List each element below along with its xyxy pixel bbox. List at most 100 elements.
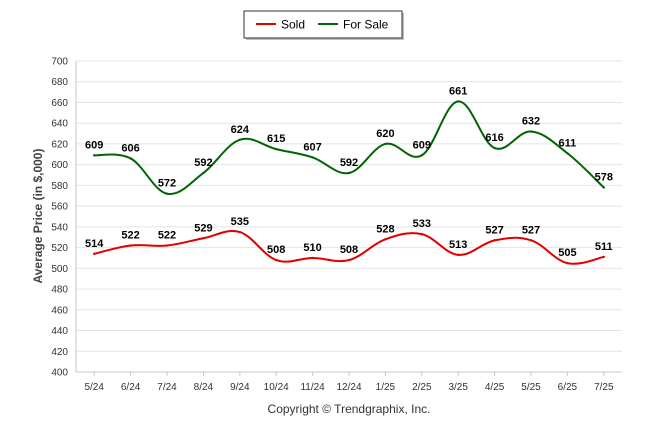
y-tick-label: 600 [51, 160, 68, 171]
plot-area [75, 61, 622, 373]
data-point-for-sale [566, 152, 569, 155]
x-tick-label: 6/25 [558, 382, 578, 393]
data-label-sold: 533 [413, 218, 431, 230]
data-label-sold: 505 [558, 247, 576, 259]
y-tick-label: 400 [51, 368, 68, 379]
grid-lines [76, 60, 622, 373]
x-tick-label: 8/24 [194, 382, 214, 393]
data-label-for-sale: 607 [303, 141, 321, 153]
data-label-for-sale: 578 [595, 171, 613, 183]
y-tick-label: 680 [51, 77, 68, 88]
x-tick-label: 4/25 [485, 382, 505, 393]
data-point-for-sale [347, 171, 351, 175]
data-point-sold [566, 261, 569, 265]
legend: Sold For Sale [243, 10, 404, 40]
data-label-sold: 510 [303, 242, 321, 254]
series-lines [93, 100, 605, 265]
data-point-sold [493, 239, 496, 242]
x-tick-label: 5/24 [84, 382, 104, 393]
data-label-sold: 522 [121, 230, 139, 242]
data-label-sold: 508 [267, 244, 285, 256]
data-label-sold: 527 [485, 224, 503, 236]
y-tick-label: 560 [51, 202, 68, 213]
y-tick-label: 460 [51, 305, 68, 316]
x-tick-label: 2/25 [412, 382, 432, 393]
x-tick-label: 5/25 [521, 382, 541, 393]
x-tick-label: 1/25 [376, 382, 396, 393]
data-point-for-sale [93, 154, 96, 157]
data-label-for-sale: 661 [449, 85, 467, 97]
y-axis-title: Average Price (in $,000) [31, 149, 45, 284]
data-point-for-sale [238, 138, 241, 141]
data-label-for-sale: 592 [194, 157, 212, 169]
x-tick-label: 7/24 [157, 382, 177, 393]
data-label-sold: 508 [340, 244, 358, 256]
data-label-for-sale: 592 [340, 157, 358, 169]
data-label-sold: 528 [376, 223, 394, 235]
data-point-sold [457, 253, 460, 257]
data-point-sold [165, 244, 169, 247]
x-tick-label: 12/24 [336, 382, 361, 393]
y-tick-label: 540 [51, 222, 68, 233]
legend-label-sold: Sold [281, 18, 305, 32]
data-point-sold [602, 255, 605, 259]
data-point-sold [275, 258, 278, 262]
x-tick-label: 9/24 [230, 382, 250, 393]
data-label-for-sale: 609 [413, 139, 431, 151]
data-point-sold [529, 239, 533, 242]
y-tick-label: 700 [51, 57, 68, 68]
data-label-for-sale: 611 [559, 137, 577, 149]
data-label-for-sale: 606 [121, 142, 139, 154]
data-label-for-sale: 609 [85, 139, 103, 151]
data-label-for-sale: 615 [267, 133, 285, 145]
data-point-for-sale [165, 192, 169, 195]
data-point-for-sale [129, 157, 132, 160]
data-point-sold [347, 258, 351, 262]
data-point-for-sale [275, 147, 278, 151]
y-tick-label: 520 [51, 243, 68, 254]
data-point-for-sale [202, 171, 205, 175]
data-point-for-sale [602, 186, 605, 189]
data-label-for-sale: 616 [485, 132, 503, 144]
x-tick-label: 3/25 [448, 382, 468, 393]
y-tick-label: 500 [51, 264, 68, 275]
data-label-for-sale: 572 [158, 178, 176, 190]
data-point-for-sale [384, 142, 387, 146]
x-axis-ticks: 5/24 6/24 7/24 8/24 9/24 10/24 11/24 12/24 1/25 2… [84, 372, 614, 393]
data-point-for-sale [529, 130, 533, 133]
data-label-sold: 511 [595, 241, 613, 253]
data-point-sold [238, 230, 241, 234]
y-axis-ticks: 400 420 440 460 480 500 520 540 560 580 600 620 640 6… [51, 57, 68, 379]
y-tick-label: 440 [51, 326, 68, 337]
data-point-for-sale [420, 154, 423, 157]
data-label-for-sale: 632 [522, 115, 540, 127]
data-point-for-sale [457, 100, 460, 103]
data-point-sold [202, 237, 205, 240]
y-tick-label: 640 [51, 119, 68, 130]
data-point-sold [420, 232, 423, 236]
data-point-sold [384, 238, 387, 241]
data-label-sold: 535 [231, 216, 249, 228]
data-label-sold: 514 [85, 238, 104, 250]
data-point-sold [93, 252, 96, 256]
y-tick-label: 660 [51, 98, 68, 109]
data-point-sold [129, 244, 132, 247]
data-point-for-sale [493, 146, 496, 150]
y-tick-label: 420 [51, 347, 68, 358]
x-tick-label: 6/24 [121, 382, 141, 393]
data-label-sold: 527 [522, 224, 540, 236]
data-label-for-sale: 624 [231, 124, 250, 136]
legend-label-for-sale: For Sale [343, 18, 389, 32]
x-tick-label: 11/24 [300, 382, 325, 393]
data-point-sold [311, 256, 314, 260]
data-point-for-sale [311, 156, 314, 159]
y-tick-label: 620 [51, 139, 68, 150]
data-label-sold: 513 [449, 239, 467, 251]
copyright-text: Copyright © Trendgraphix, Inc. [268, 402, 431, 416]
data-label-sold: 522 [158, 230, 176, 242]
data-label-sold: 529 [194, 222, 212, 234]
x-tick-label: 7/25 [594, 382, 614, 393]
data-label-for-sale: 620 [376, 128, 394, 140]
y-tick-label: 480 [51, 285, 68, 296]
